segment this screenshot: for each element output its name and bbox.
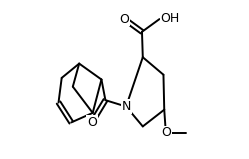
Text: O: O — [161, 126, 171, 139]
Text: O: O — [87, 116, 97, 129]
Text: OH: OH — [160, 12, 180, 25]
Text: O: O — [120, 13, 129, 26]
Text: N: N — [122, 100, 131, 113]
